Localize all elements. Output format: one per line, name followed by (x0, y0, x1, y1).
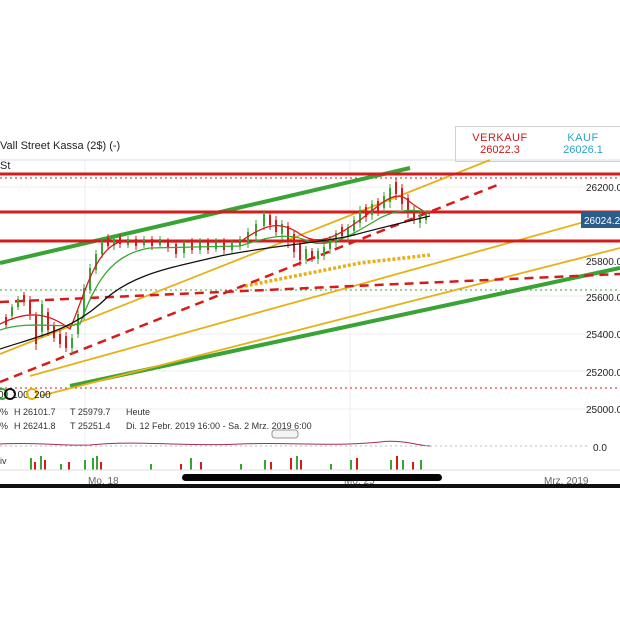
price-tick-2: 25800.0 (586, 257, 620, 268)
price-tick-3: 25600.0 (586, 293, 620, 304)
stats-row1-period: Heute (126, 407, 150, 417)
lower-channel-line (69, 266, 620, 388)
dotted-reference-lines (0, 177, 620, 389)
price-tick-0: 26200.0 (586, 183, 620, 194)
stats-row1-low: T 25979.7 (70, 407, 110, 417)
trading-chart-screen: Vall Street Kassa (2$) (-) St VERKAUF 26… (0, 124, 620, 488)
buy-label: KAUF (567, 132, 599, 144)
stats-row2-pct: % (0, 421, 8, 431)
price-tick-6: 25000.0 (586, 405, 620, 416)
legend-item-100: 100 (12, 390, 29, 401)
legend-item-0: 0 (0, 390, 4, 401)
screen-bottom-edge (0, 484, 620, 488)
sell-price: 26022.3 (480, 144, 520, 156)
sell-button[interactable]: VERKAUF 26022.3 (455, 126, 545, 162)
ma-legend[interactable]: 0 100 200 (0, 388, 51, 401)
oscillator-line (0, 440, 431, 447)
current-price-label: 26024.2 (584, 216, 620, 227)
yellow-trend-lines (0, 159, 620, 397)
volume-bars (30, 456, 422, 470)
price-chart[interactable]: 26200.0 25800.0 25600.0 25400.0 25200.0 … (0, 124, 620, 486)
sell-label: VERKAUF (472, 132, 528, 144)
stats-row1-pct: % (0, 407, 8, 417)
home-indicator[interactable] (182, 474, 442, 481)
buy-price: 26026.1 (563, 144, 603, 156)
moving-average-red (0, 195, 431, 331)
upper-channel-line (0, 166, 411, 265)
range-scroll-handle[interactable] (271, 429, 299, 439)
horizontal-resistance-levels (0, 172, 620, 243)
moving-average-black (0, 215, 431, 350)
legend-item-200: 200 (34, 390, 51, 401)
volume-label: iv (0, 456, 7, 466)
chart-subtitle: St (0, 160, 11, 172)
date-tick-2: Mrz. 2019 (544, 476, 589, 486)
red-dashed-horizontal (0, 272, 620, 304)
stats-row2-low: T 25251.4 (70, 421, 110, 431)
current-price-tag (581, 212, 620, 228)
yellow-dotted-line (239, 253, 431, 289)
stats-row1-high: H 26101.7 (14, 407, 56, 417)
date-tick-1: Mo. 25 (344, 476, 375, 486)
price-tick-7: 0.0 (593, 443, 607, 454)
moving-average-green (0, 209, 431, 331)
date-tick-0: Mo. 18 (88, 476, 119, 486)
price-tick-5: 25200.0 (586, 368, 620, 379)
price-tick-4: 25400.0 (586, 330, 620, 341)
instrument-title: Vall Street Kassa (2$) (-) (0, 140, 121, 152)
stats-row2-high: H 26241.8 (14, 421, 56, 431)
stats-row2-period: Di. 12 Febr. 2019 16:00 - Sa. 2 Mrz. 201… (126, 421, 312, 431)
buy-button[interactable]: KAUF 26026.1 (543, 126, 620, 162)
